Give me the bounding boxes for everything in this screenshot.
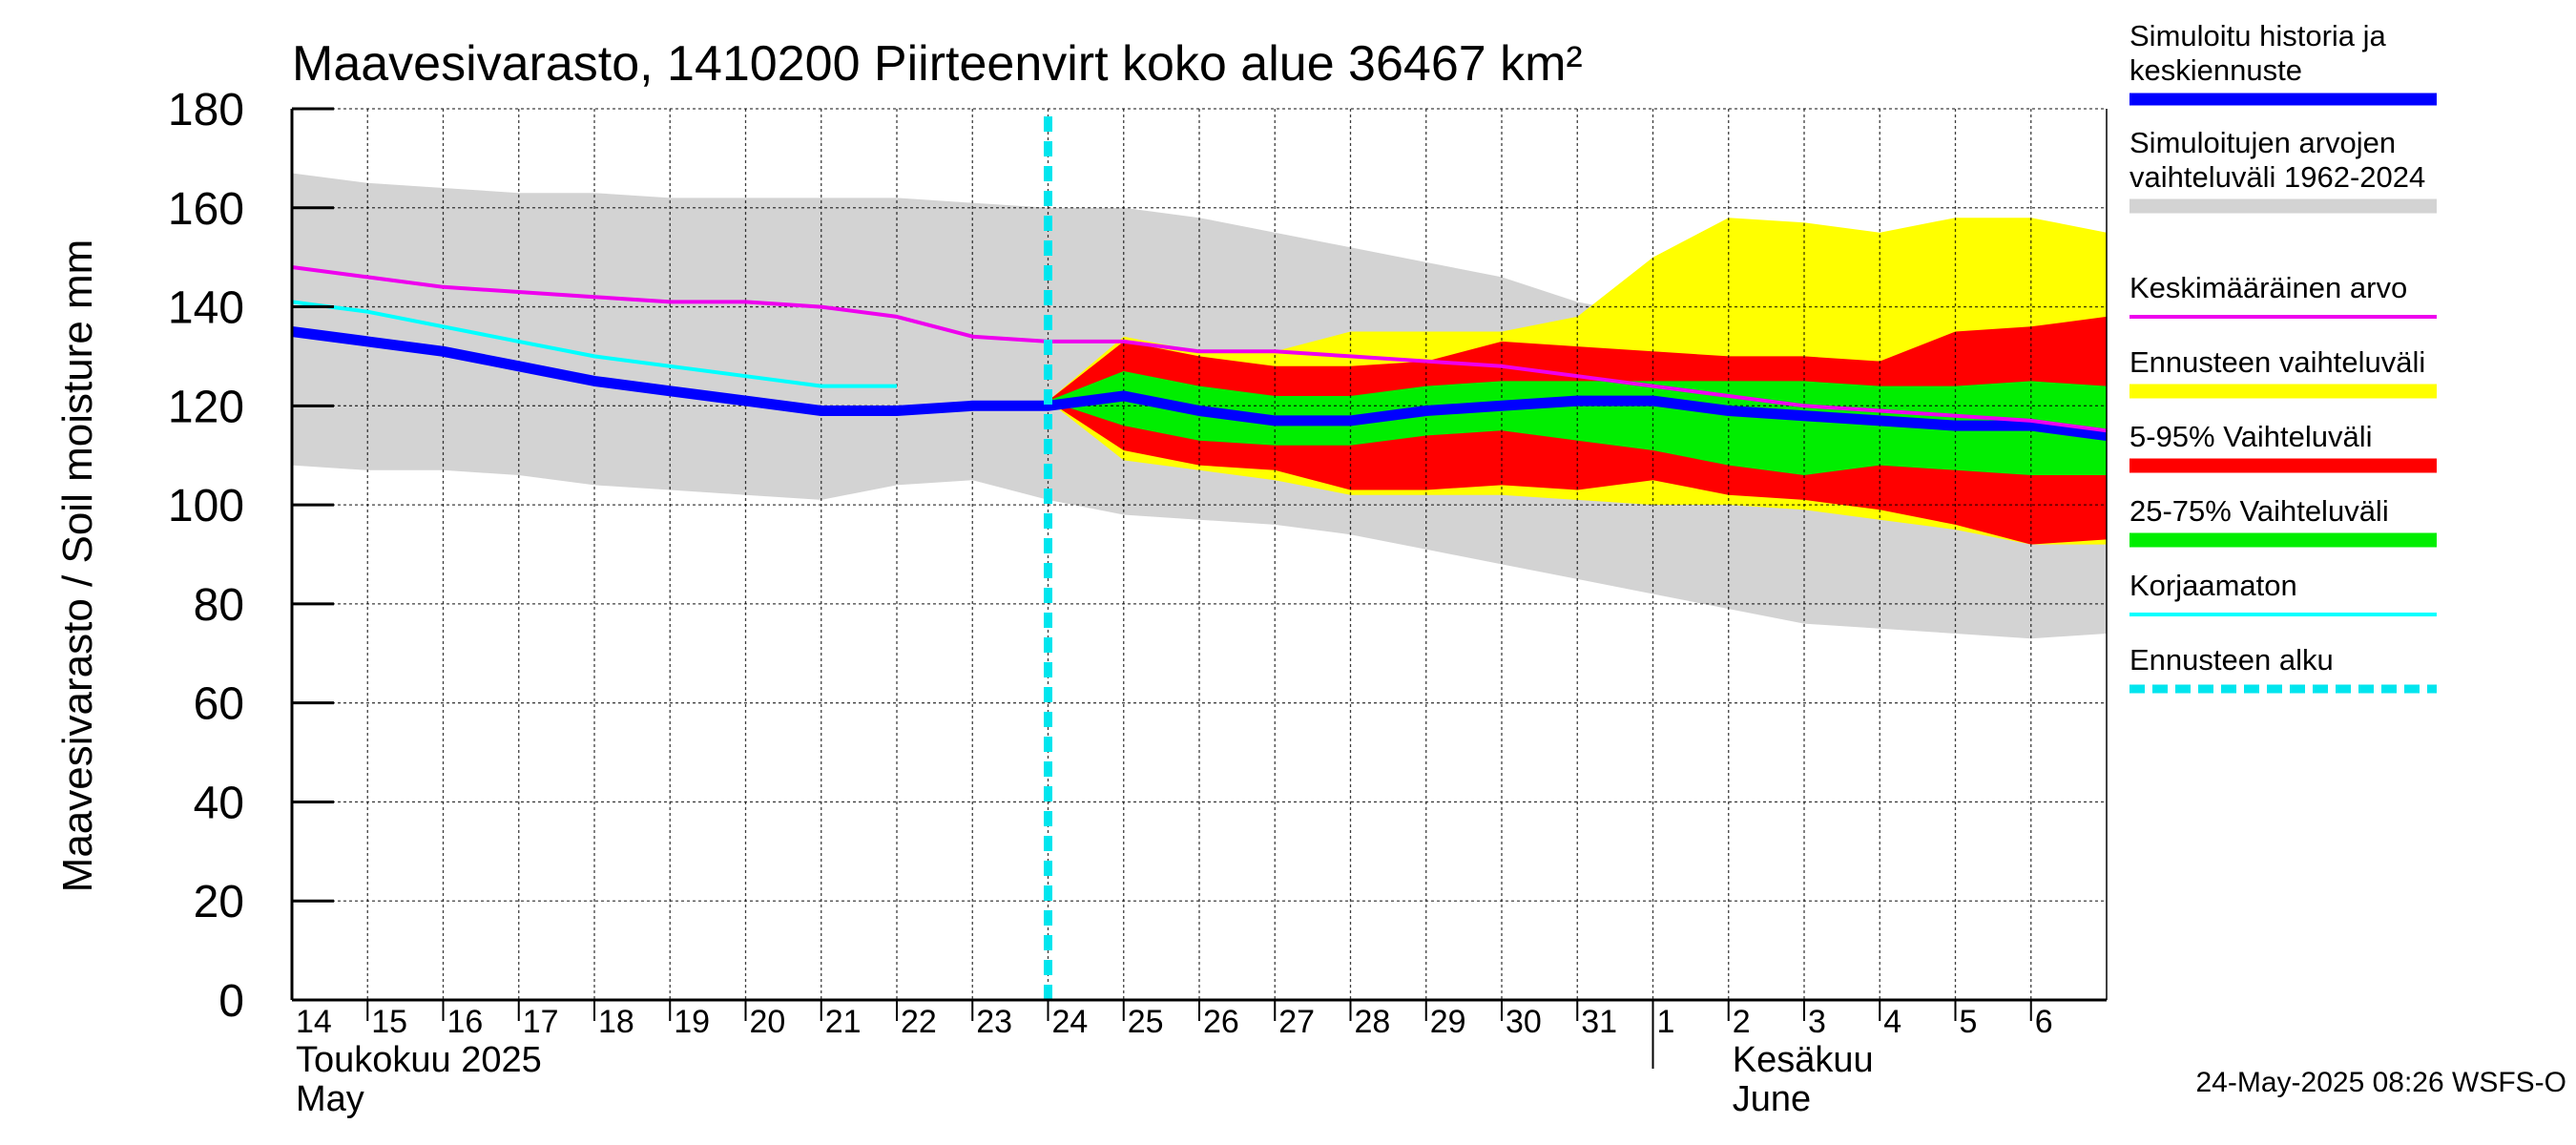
legend-label-keskim-r-inen-arvo: Keskimääräinen arvo <box>2129 271 2407 304</box>
x-tick-label: 23 <box>976 1004 1012 1040</box>
y-tick-label: 20 <box>194 877 244 927</box>
x-tick-label: 20 <box>750 1004 786 1040</box>
x-tick-label: 1 <box>1657 1004 1675 1040</box>
legend-label-5-95-vaihteluv-li: 5-95% Vaihteluväli <box>2129 420 2372 453</box>
y-tick-label: 100 <box>168 481 244 531</box>
x-tick-label: 27 <box>1278 1004 1315 1040</box>
y-tick-label: 80 <box>194 580 244 631</box>
y-tick-label: 0 <box>218 976 244 1027</box>
x-tick-label: 5 <box>1960 1004 1978 1040</box>
line-simuloitu-historia-ja-keskiennuste <box>291 326 2108 441</box>
x-tick-label: 14 <box>296 1004 332 1040</box>
x-tick-label: 29 <box>1430 1004 1466 1040</box>
legend-label-ennusteen-vaihteluv-li: Ennusteen vaihteluväli <box>2129 345 2425 379</box>
legend-label-simuloitujen-arvojen-vaihteluv-li-1962-2024: Simuloitujen arvojen vaihteluväli 1962-20… <box>2129 126 2425 194</box>
x-tick-label: 28 <box>1355 1004 1391 1040</box>
x-tick-label: 31 <box>1581 1004 1617 1040</box>
y-tick-label: 140 <box>168 283 244 334</box>
y-tick-label: 120 <box>168 382 244 432</box>
month-label: Kesäkuu <box>1733 1040 1874 1080</box>
month-label-en: June <box>1733 1079 1811 1119</box>
chart-title: Maavesivarasto, 1410200 Piirteenvirt kok… <box>292 36 1583 92</box>
legend-label-korjaamaton: Korjaamaton <box>2129 569 2297 602</box>
timestamp-label: 24-May-2025 08:26 WSFS-O <box>2196 1067 2567 1098</box>
x-tick-label: 19 <box>674 1004 710 1040</box>
legend-label-ennusteen-alku: Ennusteen alku <box>2129 643 2334 677</box>
band-25-75-vaihteluv-li <box>1048 371 2107 475</box>
x-tick-label: 22 <box>901 1004 937 1040</box>
y-tick-label: 40 <box>194 778 244 828</box>
legend-label-simuloitu-historia-ja-keskiennuste: Simuloitu historia ja keskiennuste <box>2129 19 2387 87</box>
y-tick-label: 160 <box>168 184 244 235</box>
y-tick-label: 180 <box>168 85 244 135</box>
x-tick-label: 21 <box>825 1004 862 1040</box>
x-tick-label: 16 <box>447 1004 484 1040</box>
legend: Simuloitu historia ja keskiennuste Simuloi… <box>2129 19 2437 694</box>
x-tick-label: 3 <box>1808 1004 1826 1040</box>
x-tick-label: 30 <box>1506 1004 1542 1040</box>
line-keskim-r-inen-arvo <box>291 265 2108 433</box>
x-tick-label: 25 <box>1128 1004 1164 1040</box>
month-label: Toukokuu 2025 <box>296 1040 542 1080</box>
x-tick-label: 2 <box>1733 1004 1751 1040</box>
y-axis-label: Maavesivarasto / Soil moisture mm <box>54 239 101 893</box>
x-tick-label: 17 <box>523 1004 559 1040</box>
y-tick-label: 60 <box>194 679 244 730</box>
x-tick-label: 26 <box>1203 1004 1239 1040</box>
x-tick-label: 6 <box>2035 1004 2053 1040</box>
x-tick-label: 18 <box>598 1004 634 1040</box>
month-label-en: May <box>296 1079 364 1119</box>
lines-layer <box>291 116 2108 1000</box>
x-tick-label: 4 <box>1883 1004 1901 1040</box>
line-korjaamaton <box>291 300 897 388</box>
legend-label-25-75-vaihteluv-li: 25-75% Vaihteluväli <box>2129 494 2389 528</box>
x-tick-label: 24 <box>1052 1004 1089 1040</box>
x-tick-label: 15 <box>371 1004 407 1040</box>
